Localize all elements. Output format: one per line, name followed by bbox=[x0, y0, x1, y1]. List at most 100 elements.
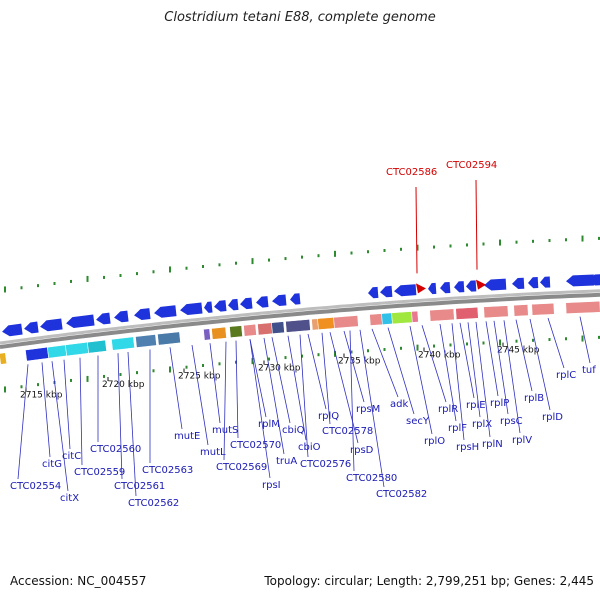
gene-label: mutL bbox=[200, 447, 226, 458]
gene-label: mutS bbox=[212, 425, 238, 436]
gene-feature bbox=[369, 313, 383, 326]
gene-label: truA bbox=[276, 456, 297, 467]
gene-label: citC bbox=[62, 451, 81, 462]
kbp-label: 2725 kbp bbox=[178, 372, 221, 382]
gene-feature bbox=[428, 282, 437, 295]
kbp-label: 2730 kbp bbox=[258, 363, 301, 373]
callouts: CTC02586 CTC02594 bbox=[386, 160, 497, 294]
gene-label: CTC02563 bbox=[142, 465, 193, 476]
gene-feature bbox=[96, 312, 111, 325]
gene-label: rpsM bbox=[356, 404, 380, 415]
gene-feature bbox=[240, 297, 253, 310]
gene-feature bbox=[66, 314, 95, 329]
gene-feature bbox=[411, 310, 419, 323]
gene-feature bbox=[25, 346, 49, 362]
gene-feature bbox=[391, 311, 413, 325]
gene-feature bbox=[394, 284, 417, 297]
kbp-label: 2720 kbp bbox=[102, 380, 145, 390]
gene-features bbox=[0, 274, 600, 365]
gene-feature bbox=[566, 274, 595, 287]
gene-label: tuf bbox=[582, 365, 596, 376]
gene-label: adk bbox=[390, 399, 408, 410]
gene-label: CTC02562 bbox=[128, 498, 179, 509]
kbp-ruler: 2715 kbp 2720 kbp 2725 kbp 2730 kbp 2735 kbp… bbox=[20, 342, 540, 400]
gene-label: CTC02576 bbox=[300, 459, 351, 470]
gene-feature bbox=[204, 301, 213, 313]
callout-label: CTC02594 bbox=[446, 160, 497, 171]
accession-text: Accession: NC_004557 bbox=[10, 574, 147, 588]
gene-label: rplN bbox=[482, 439, 503, 450]
callout-marker bbox=[416, 283, 426, 294]
gene-label: CTC02554 bbox=[10, 481, 61, 492]
callout-label: CTC02586 bbox=[386, 167, 437, 178]
gene-label: rplX bbox=[472, 419, 492, 430]
kbp-label: 2735 kbp bbox=[338, 357, 381, 367]
gene-label: CTC02561 bbox=[114, 481, 165, 492]
gene-feature bbox=[47, 344, 67, 359]
gene-feature bbox=[317, 317, 335, 330]
gene-label: rpsD bbox=[350, 445, 374, 456]
kbp-label: 2715 kbp bbox=[20, 390, 63, 400]
gene-label: rplB bbox=[524, 393, 544, 404]
gene-feature bbox=[512, 277, 525, 290]
gene-label: rplD bbox=[542, 412, 563, 423]
label-leaders: CTC02554citGcitXcitCCTC02559CTC02560CTC0… bbox=[10, 316, 596, 509]
gene-label: rplP bbox=[490, 398, 509, 409]
gene-label: CTC02570 bbox=[230, 440, 281, 451]
gene-feature bbox=[333, 315, 359, 329]
map-title: Clostridium tetani E88, complete genome bbox=[164, 10, 436, 25]
gene-feature bbox=[228, 298, 239, 311]
gene-feature bbox=[455, 306, 479, 320]
gene-label: CTC02582 bbox=[376, 489, 427, 500]
gene-feature bbox=[540, 276, 551, 288]
gene-feature bbox=[484, 278, 507, 291]
gene-label: CTC02578 bbox=[322, 426, 373, 437]
gene-feature bbox=[157, 331, 181, 346]
callout-marker bbox=[476, 279, 486, 290]
genome-summary-text: Topology: circular; Length: 2,799,251 bp… bbox=[264, 574, 594, 588]
gene-feature bbox=[214, 300, 227, 312]
gene-feature bbox=[440, 281, 451, 294]
gene-label: rplM bbox=[258, 419, 280, 430]
gene-label: CTC02560 bbox=[90, 444, 141, 455]
gene-feature bbox=[565, 301, 600, 314]
gene-feature bbox=[311, 318, 319, 331]
gene-feature bbox=[513, 304, 529, 317]
gene-feature bbox=[229, 325, 243, 338]
gene-label: rplC bbox=[556, 370, 576, 381]
gene-label: citX bbox=[60, 493, 79, 504]
gene-feature bbox=[466, 280, 477, 292]
gene-feature bbox=[65, 342, 89, 357]
gene-label: rplR bbox=[438, 404, 458, 415]
gene-feature bbox=[290, 293, 301, 305]
gene-label: cbiO bbox=[298, 442, 321, 453]
gene-label: mutE bbox=[174, 431, 200, 442]
gene-feature bbox=[483, 305, 509, 319]
gene-label: rplE bbox=[466, 400, 486, 411]
gene-feature bbox=[135, 334, 157, 348]
gene-label: rpsI bbox=[262, 480, 281, 491]
gene-label: rplF bbox=[448, 423, 467, 434]
gene-feature bbox=[588, 274, 600, 286]
gene-feature bbox=[272, 294, 287, 307]
gene-feature bbox=[154, 305, 177, 318]
gene-feature bbox=[528, 277, 539, 289]
gene-feature bbox=[429, 308, 455, 322]
gene-label: rplO bbox=[424, 436, 445, 447]
backbone bbox=[0, 289, 600, 349]
gene-feature bbox=[257, 322, 273, 336]
kbp-label: 2740 kbp bbox=[418, 351, 461, 361]
gene-feature bbox=[531, 302, 555, 316]
gene-label: rplV bbox=[512, 435, 532, 446]
gene-label: rplQ bbox=[318, 411, 339, 422]
gene-feature bbox=[24, 321, 39, 334]
gene-label: cbiQ bbox=[282, 425, 305, 436]
gene-feature bbox=[285, 319, 311, 333]
tick-marks bbox=[4, 235, 600, 393]
gene-label: rpsH bbox=[456, 442, 479, 453]
gene-feature bbox=[203, 328, 211, 341]
gene-feature bbox=[381, 312, 393, 325]
gene-feature bbox=[368, 286, 379, 299]
gene-label: CTC02559 bbox=[74, 467, 125, 478]
